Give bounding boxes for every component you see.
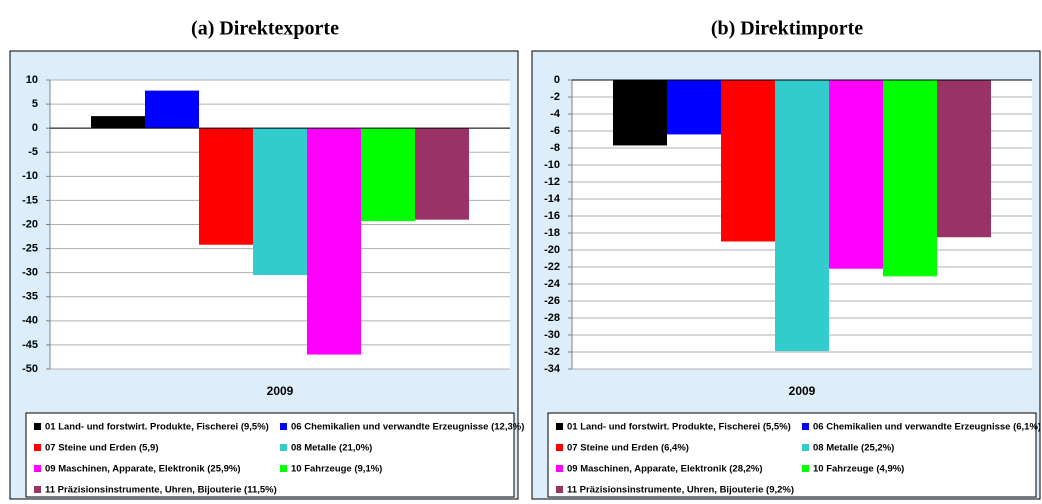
y-tick-label: -10 <box>22 170 38 182</box>
legend-swatch <box>280 465 287 472</box>
y-tick-label: -12 <box>544 176 560 188</box>
legend-swatch <box>556 486 563 493</box>
y-tick-label: -22 <box>544 261 560 273</box>
legend-swatch <box>802 444 809 451</box>
legend-swatch <box>280 423 287 430</box>
chart-title: (b) Direktimporte <box>711 18 863 40</box>
y-tick-label: 10 <box>26 74 38 86</box>
bar <box>829 80 883 269</box>
legend-label: 11 Präzisionsinstrumente, Uhren, Bijoute… <box>567 485 794 496</box>
legend-label: 09 Maschinen, Apparate, Elektronik (28,2… <box>567 464 763 475</box>
y-tick-label: -30 <box>544 329 560 341</box>
y-tick-label: -50 <box>22 363 38 375</box>
legend-label: 07 Steine und Erden (5,9) <box>45 443 159 454</box>
bar <box>307 128 361 355</box>
y-tick-label: -5 <box>28 146 38 158</box>
bar <box>415 128 469 220</box>
bar <box>253 128 307 276</box>
bar <box>667 80 721 135</box>
legend-label: 10 Fahrzeuge (4,9%) <box>813 464 904 475</box>
y-tick-label: -45 <box>22 339 38 351</box>
legend-label: 01 Land- und forstwirt. Produkte, Fische… <box>567 422 791 433</box>
legend-swatch <box>802 465 809 472</box>
y-tick-label: -35 <box>22 291 38 303</box>
legend-label: 06 Chemikalien und verwandte Erzeugnisse… <box>291 422 524 433</box>
legend-label: 09 Maschinen, Apparate, Elektronik (25,9… <box>45 464 241 475</box>
legend-swatch <box>34 465 41 472</box>
y-tick-label: -2 <box>550 91 560 103</box>
y-tick-label: -25 <box>22 242 38 254</box>
legend-swatch <box>556 423 563 430</box>
y-tick-label: -20 <box>544 244 560 256</box>
legend-label: 11 Präzisionsinstrumente, Uhren, Bijoute… <box>45 485 277 496</box>
y-tick-label: -10 <box>544 159 560 171</box>
bar <box>721 80 775 242</box>
legend-swatch <box>34 423 41 430</box>
y-tick-label: -4 <box>550 108 561 120</box>
bar <box>199 128 253 245</box>
legend-label: 07 Steine und Erden (6,4%) <box>567 443 689 454</box>
bar <box>145 90 199 129</box>
legend-swatch <box>556 444 563 451</box>
legend <box>25 412 515 498</box>
y-tick-label: -40 <box>22 315 38 327</box>
legend-swatch <box>280 444 287 451</box>
legend-swatch <box>34 444 41 451</box>
bar <box>775 80 829 352</box>
y-tick-label: -34 <box>544 363 561 375</box>
legend-swatch <box>556 465 563 472</box>
y-tick-label: -30 <box>22 267 38 279</box>
y-tick-label: -15 <box>22 194 38 206</box>
y-tick-label: -32 <box>544 346 560 358</box>
y-tick-label: -16 <box>544 210 560 222</box>
bar <box>937 80 991 238</box>
bar <box>883 80 937 277</box>
y-tick-label: -14 <box>544 193 561 205</box>
legend-swatch <box>34 486 41 493</box>
x-tick-label: 2009 <box>267 384 294 398</box>
legend-label: 01 Land- und forstwirt. Produkte, Fische… <box>45 422 269 433</box>
x-tick-label: 2009 <box>789 384 816 398</box>
legend-swatch <box>802 423 809 430</box>
y-tick-label: -18 <box>544 227 560 239</box>
legend <box>547 412 1037 498</box>
bar <box>91 116 145 129</box>
legend-label: 06 Chemikalien und verwandte Erzeugnisse… <box>813 422 1041 433</box>
y-tick-label: -20 <box>22 218 38 230</box>
y-tick-label: -26 <box>544 295 560 307</box>
y-tick-label: -28 <box>544 312 560 324</box>
y-tick-label: 0 <box>554 74 560 86</box>
legend-label: 08 Metalle (25,2%) <box>813 443 894 454</box>
y-tick-label: 5 <box>32 98 38 110</box>
y-tick-label: -8 <box>550 142 560 154</box>
chart-title: (a) Direktexporte <box>191 18 339 40</box>
y-tick-label: 0 <box>32 122 38 134</box>
bar <box>613 80 667 146</box>
bar <box>361 128 415 222</box>
y-tick-label: -6 <box>550 125 560 137</box>
y-tick-label: -24 <box>544 278 561 290</box>
legend-label: 08 Metalle (21,0%) <box>291 443 372 454</box>
legend-label: 10 Fahrzeuge (9,1%) <box>291 464 382 475</box>
